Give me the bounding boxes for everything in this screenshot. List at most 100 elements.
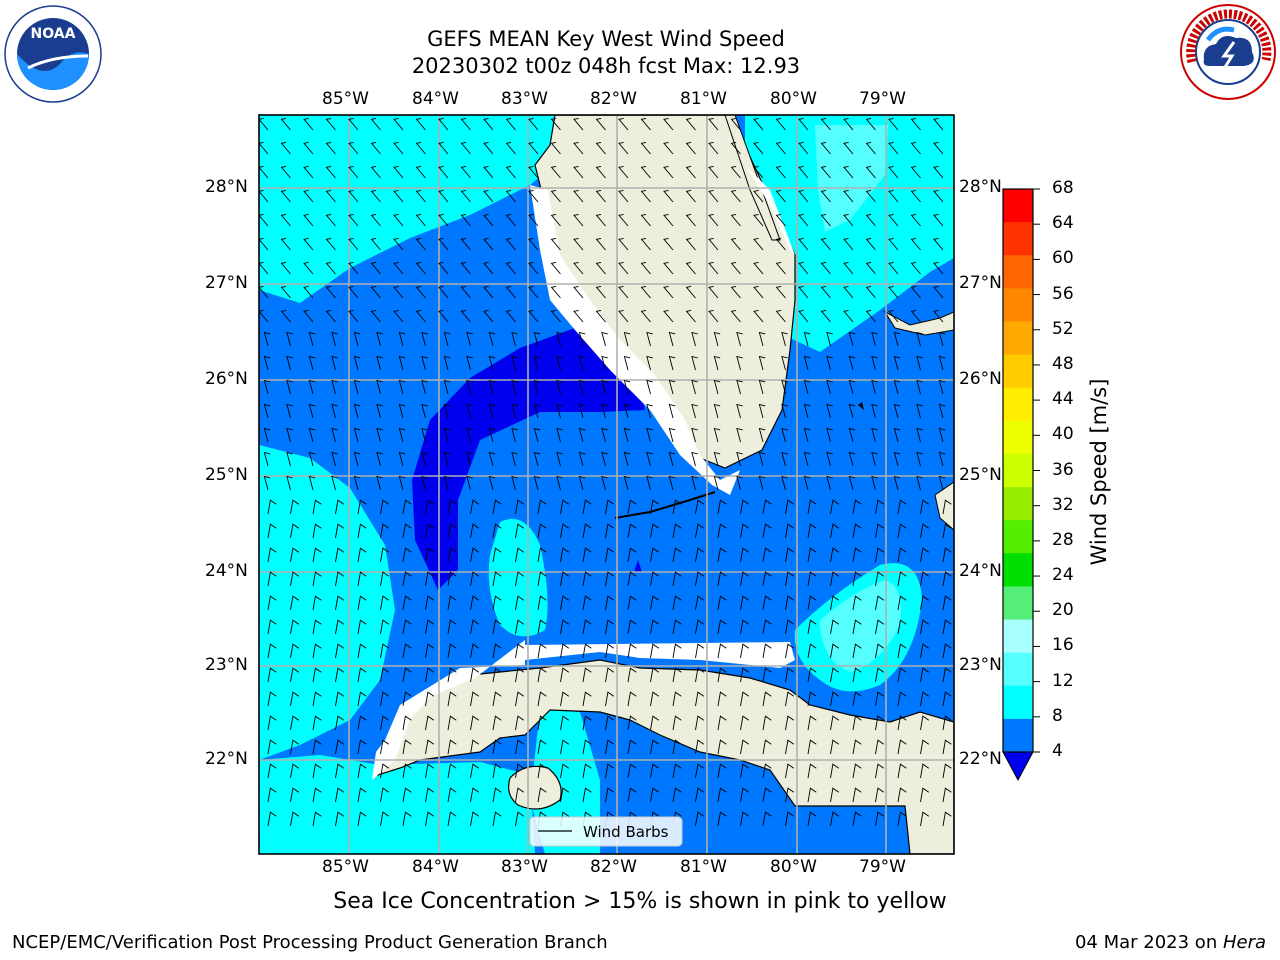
wind-barb <box>447 619 457 635</box>
wind-barb <box>803 475 811 491</box>
wind-barb <box>402 571 412 587</box>
wind-barb <box>259 309 269 323</box>
wind-barb <box>672 523 682 539</box>
colorbar-tick-label: 4 <box>1052 741 1063 761</box>
wind-barb <box>348 213 359 227</box>
wind-barb <box>443 427 451 443</box>
wind-barb <box>875 739 885 755</box>
wind-barb <box>601 379 608 395</box>
wind-barb <box>807 715 817 731</box>
wind-barb <box>820 141 831 155</box>
colorbar-tick-label: 20 <box>1052 600 1074 621</box>
wind-barb <box>910 117 921 131</box>
wind-barb <box>640 309 651 323</box>
wind-barb <box>290 595 300 611</box>
wind-barb <box>550 237 561 251</box>
wind-barb <box>393 213 404 227</box>
wind-barb <box>871 331 878 347</box>
wind-barb <box>785 811 795 827</box>
wind-barb <box>736 331 743 347</box>
wind-barb <box>897 763 907 779</box>
wind-barb <box>335 547 345 563</box>
wind-barb <box>353 379 361 395</box>
wind-barb <box>663 141 674 155</box>
wind-barb <box>753 285 764 299</box>
wind-barb <box>511 451 518 467</box>
wind-barb <box>331 331 338 347</box>
wind-barb <box>595 237 606 251</box>
wind-barb <box>376 451 383 467</box>
wind-barb <box>627 499 637 515</box>
wind-barb <box>875 763 885 779</box>
wind-barb <box>758 355 766 371</box>
wind-barb <box>605 787 615 803</box>
lon-label-bottom: 83°W <box>501 857 548 877</box>
wind-barb <box>668 355 676 371</box>
wind-barb <box>335 715 345 731</box>
wind-barb <box>762 667 772 683</box>
wind-barb <box>695 787 705 803</box>
wind-barb <box>623 379 631 395</box>
wind-barb <box>556 379 563 395</box>
wind-barb <box>483 285 494 299</box>
wind-barb <box>798 261 809 275</box>
wind-barb <box>460 285 471 299</box>
wind-barb <box>488 355 496 371</box>
wind-barb <box>920 667 930 683</box>
wind-barb <box>920 619 930 635</box>
wind-barb <box>717 619 727 635</box>
wind-barb <box>515 595 525 611</box>
wind-barb <box>582 691 592 707</box>
wind-barb <box>803 403 811 419</box>
wind-barb <box>380 523 390 539</box>
wind-barb <box>820 165 831 179</box>
wind-barb <box>852 763 862 779</box>
wind-barb <box>605 571 615 587</box>
wind-barb <box>492 643 502 659</box>
wind-barb <box>875 667 885 683</box>
wind-barb <box>685 261 696 275</box>
wind-barb <box>650 691 660 707</box>
wind-barb <box>843 285 854 299</box>
wind-barb <box>865 237 876 251</box>
wind-barb <box>263 427 271 443</box>
wind-barb <box>775 261 786 275</box>
wind-barb <box>672 667 682 683</box>
lat-label-left: 26°N <box>205 369 248 389</box>
wind-barb <box>595 165 606 179</box>
wind-barb <box>695 499 705 515</box>
wind-barb <box>470 619 480 635</box>
wind-barb <box>325 141 336 155</box>
wind-barb <box>798 117 809 131</box>
wind-barb <box>627 595 637 611</box>
lon-label-bottom: 80°W <box>770 857 817 877</box>
wind-barb <box>280 285 291 299</box>
wind-barb <box>888 261 899 275</box>
colorbar-tick-label: 12 <box>1052 670 1074 691</box>
wind-barb <box>376 475 383 491</box>
lon-label-top: 80°W <box>770 89 817 109</box>
wind-barb <box>505 309 516 323</box>
wind-barb <box>938 427 946 443</box>
wind-barb <box>910 309 921 323</box>
wind-barb <box>668 475 676 491</box>
wind-barb <box>286 403 293 419</box>
wind-barb <box>505 213 516 227</box>
wind-barb <box>402 523 412 539</box>
wind-barb <box>537 667 547 683</box>
wind-barb <box>672 763 682 779</box>
wind-barb <box>447 739 457 755</box>
wind-barb <box>483 213 494 227</box>
wind-barb <box>897 811 907 827</box>
wind-barb <box>259 213 269 227</box>
lon-label-bottom: 81°W <box>680 857 727 877</box>
colorbar-cell <box>1003 189 1033 223</box>
colorbar-tick-label: 48 <box>1052 353 1074 374</box>
wind-barb <box>380 763 390 779</box>
map-layers <box>259 115 954 854</box>
wind-barb <box>263 355 271 371</box>
wind-barb <box>402 619 412 635</box>
wind-barb <box>325 261 336 275</box>
wind-barb <box>573 165 584 179</box>
wind-barb <box>897 595 907 611</box>
